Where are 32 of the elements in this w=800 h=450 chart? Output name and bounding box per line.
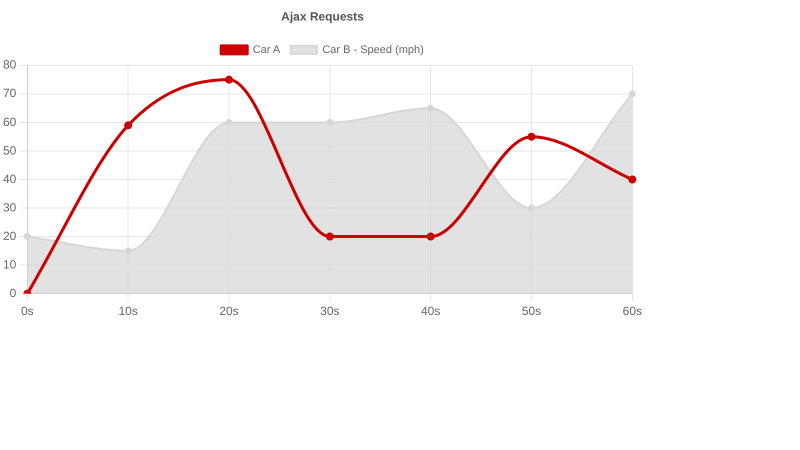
y-tick-label: 60 xyxy=(2,114,17,129)
point xyxy=(628,176,636,184)
point xyxy=(527,132,536,141)
y-tick-label: 30 xyxy=(2,200,17,214)
point xyxy=(226,118,233,126)
point xyxy=(225,76,234,84)
legend-label: Car B - Speed (mph) xyxy=(322,44,424,56)
y-tick-label: 10 xyxy=(2,257,17,272)
point xyxy=(528,204,535,212)
point xyxy=(326,232,334,241)
y-tick-label: 50 xyxy=(2,143,17,158)
point xyxy=(326,118,334,126)
x-tick-label: 20s xyxy=(219,304,239,318)
chart-title: Ajax Requests xyxy=(281,10,364,24)
y-tick-label: 40 xyxy=(2,172,17,186)
y-tick-label: 80 xyxy=(2,58,17,72)
x-tick-label: 10s xyxy=(118,304,138,318)
point xyxy=(124,247,132,254)
x-tick-label: 60s xyxy=(622,304,642,318)
point xyxy=(628,90,636,98)
point xyxy=(427,104,434,112)
x-tick-label: 30s xyxy=(320,304,340,318)
x-tick-label: 0s xyxy=(21,304,34,318)
y-tick-label: 70 xyxy=(2,86,17,100)
point xyxy=(24,233,31,240)
y-tick-label: 20 xyxy=(2,228,17,243)
legend-label: Car A xyxy=(252,44,281,56)
x-tick-label: 50s xyxy=(522,304,542,318)
y-tick-label: 0 xyxy=(10,286,17,300)
x-tick-label: 40s xyxy=(420,304,440,318)
point xyxy=(124,121,132,130)
point xyxy=(426,232,435,241)
